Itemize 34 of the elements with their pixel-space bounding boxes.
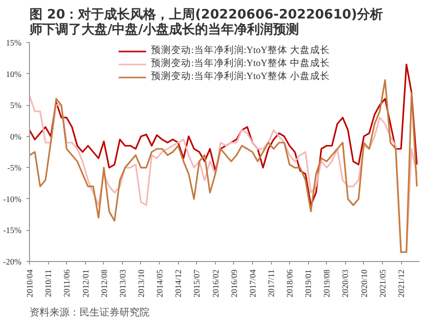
x-tick-label: 2012/08 (98, 269, 109, 298)
x-tick-label: 2013/10 (136, 269, 146, 298)
y-tick-label: -20% (3, 256, 22, 266)
x-tick-label: 2021/05 (377, 269, 388, 298)
chart-title: 图 20：对于成长风格，上周(20220606-20220610)分析师下调了大盘/中盘/小盘成长的当年净利润预测 (28, 8, 384, 38)
x-tick-label: 2011/06 (62, 270, 72, 298)
x-tick-label: 2014/05 (154, 269, 164, 298)
x-tick-label: 2016/02 (210, 269, 220, 298)
y-tick-label: -5% (7, 162, 22, 173)
legend-label: 预测变动:当年净利润:YtoY整体 中盘成长 (151, 57, 330, 70)
x-tick-label: 2016/09 (228, 269, 239, 298)
x-tick-label: 2020/03 (340, 269, 350, 298)
x-tick-label: 2014/12 (173, 269, 184, 298)
y-tick-label: 15% (6, 38, 22, 48)
x-tick-label: 2019/01 (303, 269, 314, 298)
x-tick-label: 2010/11 (43, 270, 54, 298)
x-tick-label: 2015/07 (192, 269, 202, 298)
x-tick-label: 2021/12 (396, 269, 406, 298)
x-tick-label: 2017/04 (247, 268, 258, 298)
legend-label: 预测变动:当年净利润:YtoY整体 大盘成长 (151, 44, 330, 57)
x-tick-label: 2012/01 (80, 269, 90, 298)
legend-label: 预测变动:当年净利润:YtoY整体 小盘成长 (151, 70, 330, 83)
y-tick-label: -15% (3, 225, 22, 236)
y-tick-label: -10% (3, 194, 22, 204)
x-tick-label: 2010/04 (24, 268, 34, 298)
x-tick-label: 2013/03 (117, 269, 128, 298)
x-tick-label: 2017/11 (266, 270, 276, 298)
y-tick-label: 0% (10, 131, 22, 142)
x-tick-label: 2020/10 (358, 269, 369, 298)
x-tick-label: 2018/06 (284, 269, 295, 298)
x-tick-label: 2019/08 (322, 269, 332, 298)
y-tick-label: 10% (6, 68, 22, 79)
text: 资料来源：民生证券研究院 (30, 306, 150, 318)
y-tick-label: 5% (10, 100, 22, 110)
